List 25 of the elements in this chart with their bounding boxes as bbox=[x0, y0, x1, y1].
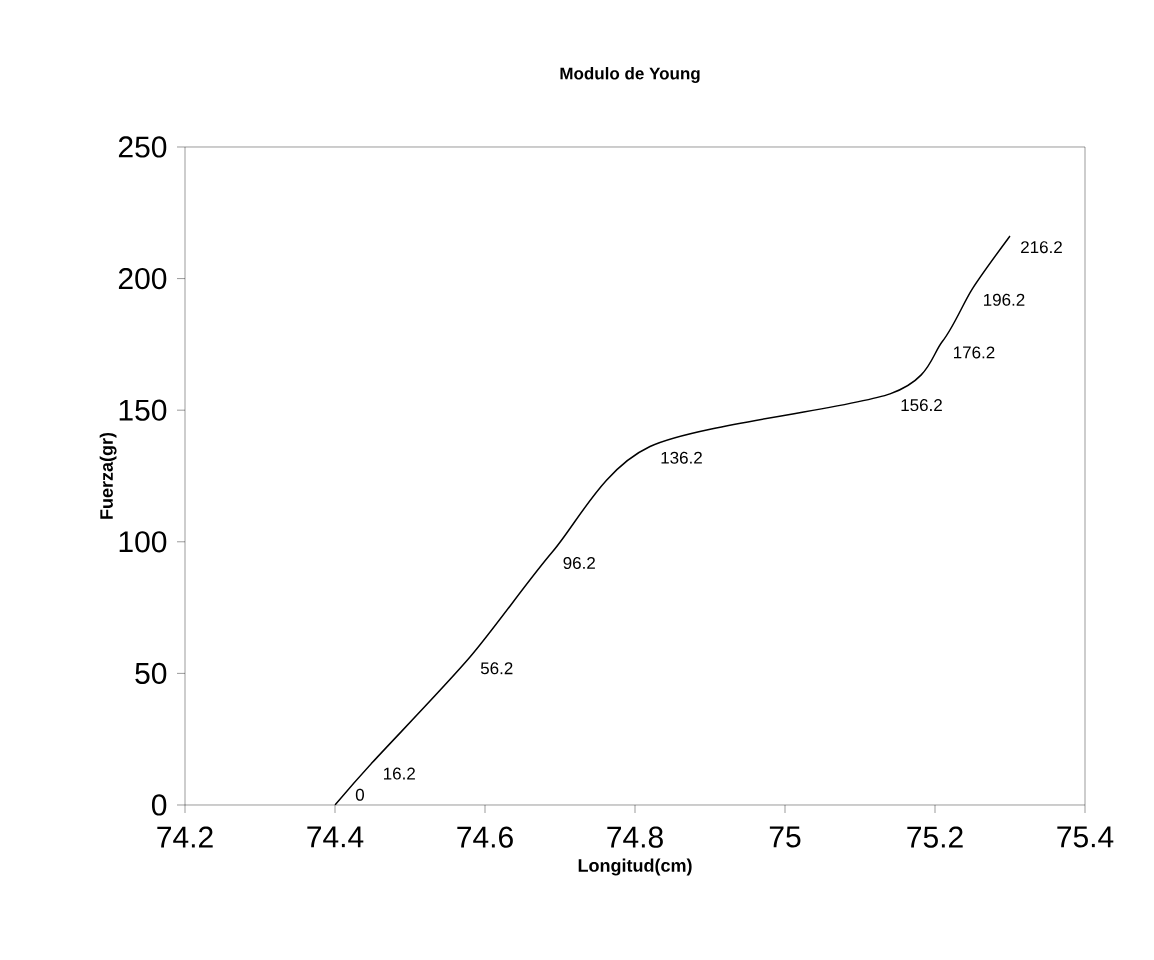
data-label: 196.2 bbox=[984, 293, 1025, 306]
data-label: 136.2 bbox=[661, 451, 702, 464]
chart-title: Modulo de Young bbox=[560, 67, 700, 83]
y-tick-label: 100 bbox=[119, 531, 167, 553]
x-tick-label: 74.8 bbox=[607, 826, 663, 848]
x-axis-title: Longitud(cm) bbox=[578, 858, 692, 876]
y-axis-title: Fuerza(gr) bbox=[99, 432, 117, 519]
x-tick-label: 75.4 bbox=[1057, 826, 1114, 848]
data-label: 0 bbox=[355, 788, 364, 801]
x-tick-label: 74.2 bbox=[157, 826, 213, 848]
data-label: 176.2 bbox=[954, 346, 995, 359]
x-tick-label: 75.2 bbox=[907, 826, 963, 848]
y-tick-label: 0 bbox=[151, 794, 167, 816]
x-tick-label: 74.6 bbox=[457, 826, 513, 848]
data-label: 16.2 bbox=[384, 767, 415, 780]
data-label: 96.2 bbox=[563, 556, 595, 570]
y-tick-label: 200 bbox=[118, 267, 167, 290]
data-label: 156.2 bbox=[901, 399, 942, 412]
y-tick-label: 150 bbox=[119, 399, 167, 421]
x-tick-label: 75 bbox=[769, 826, 801, 848]
y-tick-label: 50 bbox=[135, 662, 167, 685]
data-label: 56.2 bbox=[480, 662, 513, 675]
x-tick-label: 74.4 bbox=[307, 826, 364, 848]
data-label: 216.2 bbox=[1021, 241, 1062, 254]
y-tick-label: 250 bbox=[118, 136, 167, 158]
